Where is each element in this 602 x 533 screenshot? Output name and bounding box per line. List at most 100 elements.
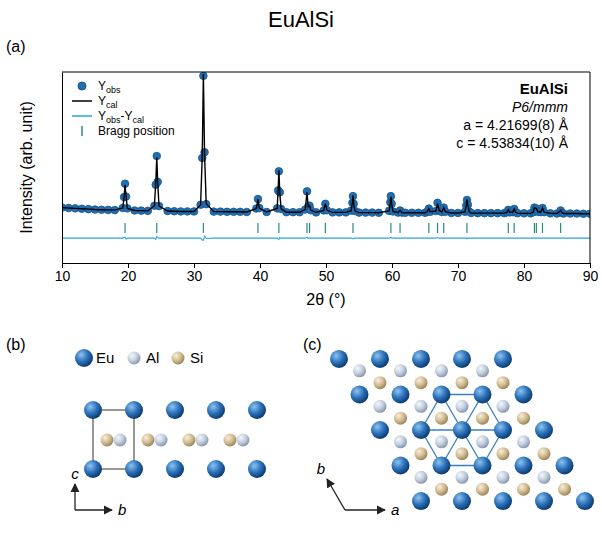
- legend: YobsYcalYobs-YcalBragg position: [72, 79, 175, 138]
- atom: [330, 350, 348, 368]
- atom: [84, 460, 102, 478]
- annotation: a = 4.21699(8) Å: [463, 117, 568, 133]
- atom-legend-label: Eu: [96, 349, 114, 366]
- atom: [497, 471, 510, 484]
- x-tick: 10: [55, 263, 71, 284]
- atom: [371, 421, 389, 439]
- atom: [196, 434, 209, 447]
- atom: [515, 457, 533, 475]
- atom: [394, 435, 407, 448]
- x-tick: 20: [121, 263, 137, 284]
- x-tick-label: 70: [451, 268, 467, 284]
- axis-arrow: [75, 509, 112, 510]
- atom: [75, 349, 93, 367]
- atom: [125, 460, 143, 478]
- atom: [517, 412, 530, 425]
- bragg-tick: [306, 223, 307, 233]
- bragg-tick: [542, 223, 543, 233]
- atom: [494, 350, 512, 368]
- bragg-tick: [428, 223, 429, 233]
- atom: [453, 421, 471, 439]
- atom: [433, 457, 451, 475]
- atom: [415, 400, 428, 413]
- atom: [415, 376, 428, 389]
- atom: [453, 350, 471, 368]
- atom: [128, 352, 141, 365]
- atom: [353, 364, 366, 377]
- x-tick: 40: [253, 263, 269, 284]
- data-line: [62, 74, 590, 214]
- plot-area: [62, 72, 590, 240]
- atom: [392, 457, 410, 475]
- bragg-tick: [536, 223, 537, 233]
- atom: [456, 471, 469, 484]
- x-tick: 30: [187, 263, 203, 284]
- bragg-tick: [399, 223, 400, 233]
- atom: [497, 376, 510, 389]
- legend-label: Ycal: [98, 94, 118, 110]
- bragg-tick: [156, 223, 157, 233]
- bragg-tick: [437, 223, 438, 233]
- text-part: Y: [98, 79, 106, 93]
- atom: [374, 376, 387, 389]
- atom: [114, 434, 127, 447]
- atom: [556, 457, 574, 475]
- text-part: cal: [106, 100, 118, 110]
- x-axis-title: 2θ (°): [306, 291, 345, 308]
- annotation: EuAlSi: [520, 80, 568, 97]
- atom: [476, 435, 489, 448]
- atom: [248, 460, 266, 478]
- bragg-tick: [560, 223, 561, 233]
- atom: [476, 483, 489, 496]
- legend-label: Yobs: [98, 79, 121, 95]
- x-tick-label: 10: [55, 268, 71, 284]
- atom: [517, 483, 530, 496]
- text-part: -Y: [121, 109, 133, 123]
- axis-label: b: [118, 501, 126, 518]
- x-tick: 60: [385, 263, 401, 284]
- atom: [101, 434, 114, 447]
- panel-label: (b): [6, 336, 26, 353]
- atom: [412, 492, 430, 510]
- diagram-c: (c)ba: [303, 336, 594, 518]
- axis-arrow: [74, 484, 75, 510]
- atom: [435, 364, 448, 377]
- legend-symbol: [72, 100, 92, 102]
- x-tick-label: 90: [583, 268, 599, 284]
- axis-label: b: [317, 460, 325, 477]
- figure: EuAlSi(a)1020304050607080902θ (°)Intensi…: [0, 0, 602, 533]
- bragg-tick: [203, 223, 204, 233]
- legend-label: Bragg position: [98, 124, 175, 138]
- atom: [412, 350, 430, 368]
- y-axis: [62, 73, 63, 264]
- atom: [371, 350, 389, 368]
- bragg-tick: [514, 223, 515, 233]
- atom: [351, 385, 369, 403]
- atom: [142, 434, 155, 447]
- text-part: Y: [98, 109, 106, 123]
- atom: [394, 412, 407, 425]
- atom: [435, 483, 448, 496]
- x-tick: 50: [319, 263, 335, 284]
- x-axis: 102030405060708090: [55, 263, 599, 284]
- bragg-tick: [508, 223, 509, 233]
- bragg-tick: [352, 223, 353, 233]
- legend-symbol: [81, 126, 83, 136]
- atom: [84, 401, 102, 419]
- frame: [62, 72, 590, 73]
- atom: [412, 421, 430, 439]
- atom: [453, 492, 471, 510]
- atom: [515, 385, 533, 403]
- x-tick: 90: [583, 263, 599, 284]
- atom: [435, 412, 448, 425]
- frame: [590, 72, 591, 263]
- atom: [538, 447, 551, 460]
- bragg-tick: [390, 223, 391, 233]
- atom-legend-label: Si: [190, 349, 203, 366]
- x-tick-label: 50: [319, 268, 335, 284]
- atom: [538, 471, 551, 484]
- atom: [433, 385, 451, 403]
- y-axis-line: [62, 73, 63, 264]
- atom: [535, 421, 553, 439]
- atom: [207, 401, 225, 419]
